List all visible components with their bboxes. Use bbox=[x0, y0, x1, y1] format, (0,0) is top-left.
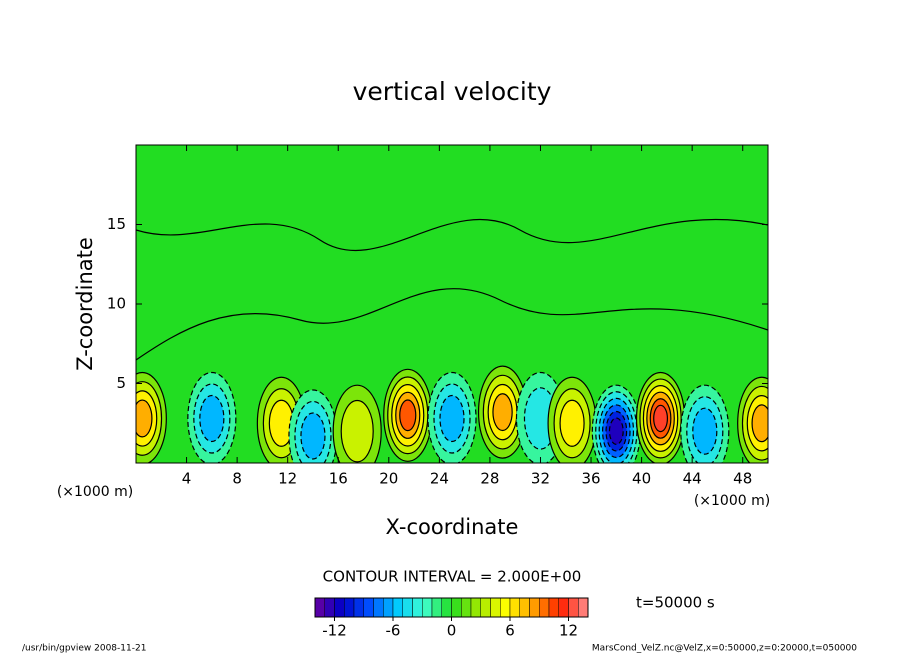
x-tick-label: 36 bbox=[581, 470, 600, 488]
colorbar-cell bbox=[373, 597, 384, 618]
colorbar-cell bbox=[578, 597, 589, 618]
contour-region bbox=[439, 394, 465, 443]
colorbar-cell bbox=[353, 597, 364, 618]
colorbar-cell bbox=[461, 597, 472, 618]
colorbar-cell bbox=[334, 597, 345, 618]
colorbar-cell bbox=[451, 597, 462, 618]
y-tick-label: 10 bbox=[107, 295, 126, 313]
contour-region bbox=[300, 412, 326, 460]
colorbar-cell bbox=[509, 597, 520, 618]
x-tick-label: 32 bbox=[531, 470, 550, 488]
plot-area bbox=[136, 145, 768, 463]
contour-region bbox=[199, 394, 225, 443]
colorbar-tick-label: 6 bbox=[505, 622, 515, 640]
contour-region bbox=[653, 404, 669, 433]
x-tick-label: 20 bbox=[379, 470, 398, 488]
contour-region bbox=[492, 393, 513, 432]
zero-contour bbox=[136, 288, 768, 361]
contour-interval: CONTOUR INTERVAL = 2.000E+00 bbox=[323, 568, 582, 586]
colorbar-cell bbox=[548, 597, 559, 618]
y-axis-label: Z-coordinate bbox=[73, 237, 97, 371]
colorbar-cell bbox=[539, 597, 550, 618]
x-tick-label: 40 bbox=[632, 470, 651, 488]
colorbar-cell bbox=[324, 597, 335, 618]
colorbar-cell bbox=[314, 597, 325, 618]
x-unit: (×1000 m) bbox=[694, 493, 770, 509]
x-tick-label: 28 bbox=[480, 470, 499, 488]
contour-region bbox=[692, 407, 718, 455]
chart-title: vertical velocity bbox=[353, 77, 552, 106]
colorbar-cell bbox=[392, 597, 403, 618]
colorbar-cell bbox=[500, 597, 511, 618]
x-tick-label: 12 bbox=[278, 470, 297, 488]
colorbar-cell bbox=[402, 597, 413, 618]
colorbar-cell bbox=[529, 597, 540, 618]
colorbar-cell bbox=[490, 597, 501, 618]
time-label: t=50000 s bbox=[636, 594, 715, 612]
x-tick-label: 48 bbox=[733, 470, 752, 488]
footer-right: MarsCond_VelZ.nc@VelZ,x=0:50000,z=0:2000… bbox=[592, 644, 857, 654]
x-tick-label: 44 bbox=[683, 470, 702, 488]
colorbar-tick-label: 12 bbox=[559, 622, 578, 640]
y-tick-label: 15 bbox=[107, 215, 126, 233]
contour-region bbox=[751, 404, 768, 443]
colorbar-cell bbox=[568, 597, 579, 618]
x-unit: (×1000 m) bbox=[57, 484, 133, 500]
x-tick-label: 8 bbox=[232, 470, 242, 488]
colorbar-tick-label: 0 bbox=[447, 622, 457, 640]
colorbar-cell bbox=[412, 597, 423, 618]
contour-region bbox=[559, 399, 585, 447]
colorbar-cell bbox=[363, 597, 374, 618]
x-tick-label: 16 bbox=[329, 470, 348, 488]
zero-contour bbox=[136, 218, 768, 252]
x-tick-label: 24 bbox=[430, 470, 449, 488]
colorbar-cell bbox=[470, 597, 481, 618]
colorbar-tick-label: -12 bbox=[322, 622, 347, 640]
colorbar-cell bbox=[480, 597, 491, 618]
footer-left: /usr/bin/gpview 2008-11-21 bbox=[22, 644, 146, 654]
contour-region bbox=[399, 399, 417, 432]
contour-region bbox=[136, 399, 153, 438]
x-axis-label: X-coordinate bbox=[386, 515, 519, 539]
x-tick-label: 4 bbox=[182, 470, 192, 488]
colorbar-cell bbox=[383, 597, 394, 618]
colorbar: -12 -6 0 6 12 bbox=[314, 597, 589, 640]
colorbar-cell bbox=[519, 597, 530, 618]
colorbar-cell bbox=[441, 597, 452, 618]
colorbar-cell bbox=[558, 597, 569, 618]
colorbar-cell bbox=[422, 597, 433, 618]
contour-region bbox=[608, 417, 624, 445]
y-tick-label: 5 bbox=[116, 374, 126, 392]
colorbar-tick-label: -6 bbox=[386, 622, 401, 640]
contour-region bbox=[340, 399, 374, 463]
colorbar-cell bbox=[344, 597, 355, 618]
colorbar-cell bbox=[431, 597, 442, 618]
